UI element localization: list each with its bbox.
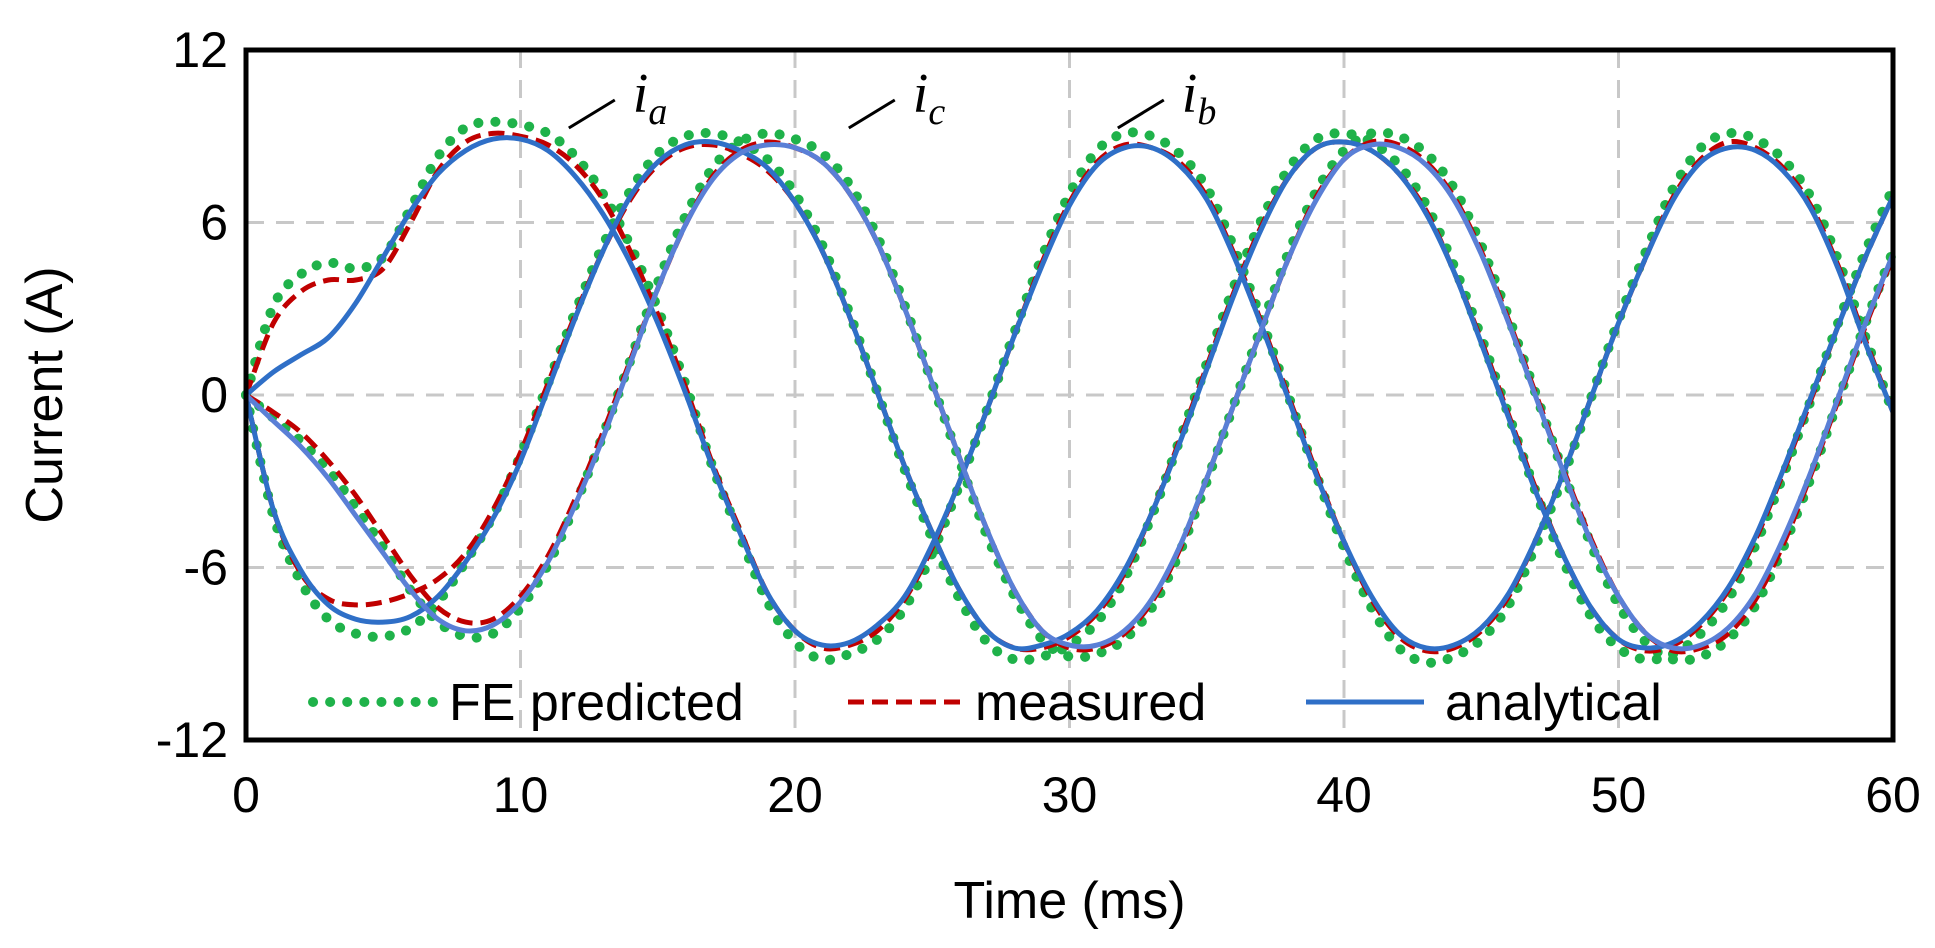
grid — [246, 50, 1893, 740]
x-tick-label: 60 — [1865, 767, 1921, 823]
series-layer — [241, 116, 1898, 668]
x-tick-label: 50 — [1591, 767, 1647, 823]
annotation-leader — [568, 98, 616, 130]
y-tick-label: 0 — [200, 367, 228, 423]
phase-annotations: ia ic ib — [568, 63, 1217, 133]
y-tick-label: -12 — [156, 712, 228, 768]
y-axis-title: Current (A) — [16, 266, 74, 523]
annotation-leader — [1117, 98, 1165, 130]
series-fe-i-b — [241, 127, 1898, 666]
x-tick-label: 20 — [767, 767, 823, 823]
series-analytical-i-c — [244, 141, 1896, 652]
legend-label-analytical: analytical — [1445, 674, 1662, 732]
y-tick-label: 6 — [200, 195, 228, 251]
legend-label-fe: FE predicted — [449, 674, 744, 732]
tick-labels: 0 10 20 30 40 50 60 -12 -6 0 6 12 — [156, 22, 1921, 823]
plot-area-frame — [243, 47, 1896, 743]
series-analytical-i-b — [243, 139, 1896, 652]
legend-label-measured: measured — [975, 674, 1206, 732]
phase-label-ia: ia — [633, 63, 668, 133]
x-tick-label: 30 — [1042, 767, 1098, 823]
x-tick-label: 40 — [1316, 767, 1372, 823]
series-measured-i-c — [244, 138, 1896, 655]
legend: FE predicted measured analytical — [308, 674, 1662, 732]
annotation-leader — [848, 98, 896, 130]
y-tick-label: 12 — [172, 22, 228, 78]
x-tick-label: 10 — [493, 767, 549, 823]
phase-label-ib: ib — [1182, 63, 1217, 133]
phase-label-ic: ic — [913, 63, 946, 133]
y-tick-label: -6 — [184, 540, 228, 596]
series-analytical-i-a — [244, 135, 1896, 652]
x-tick-label: 0 — [232, 767, 260, 823]
x-axis-title: Time (ms) — [953, 872, 1185, 930]
